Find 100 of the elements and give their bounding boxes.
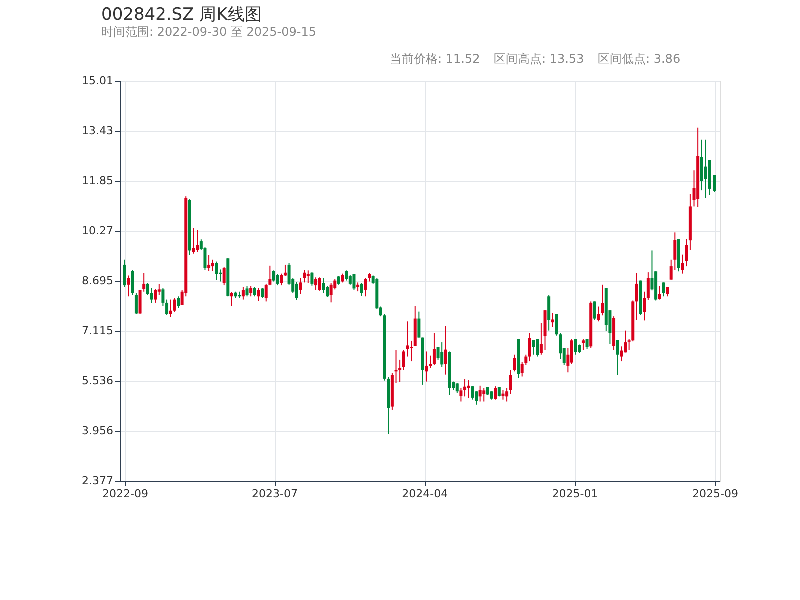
- x-tick-label: 2023-07: [252, 488, 298, 500]
- candlestick: [169, 299, 172, 318]
- candlestick: [272, 270, 276, 282]
- candlestick: [509, 370, 512, 395]
- candlestick: [276, 274, 280, 286]
- candlestick: [314, 277, 318, 291]
- chart-title: 002842.SZ 周K线图: [102, 5, 262, 25]
- y-tick-label: 11.85: [82, 174, 114, 188]
- candlestick: [127, 275, 130, 298]
- candlestick: [502, 390, 505, 400]
- candlestick: [208, 254, 211, 272]
- text: 当前价格: 11.52: [390, 52, 480, 66]
- y-tick-label: 5.536: [82, 374, 114, 388]
- candlestick: [318, 277, 322, 292]
- candlestick: [326, 286, 329, 298]
- candlestick: [253, 286, 256, 298]
- candlestick: [528, 332, 532, 362]
- candlestick: [360, 282, 364, 296]
- candlestick: [624, 330, 627, 354]
- y-tick-label: 7.115: [82, 324, 114, 338]
- candlestick: [635, 272, 638, 321]
- candlestick: [134, 292, 138, 315]
- candlestick: [616, 340, 620, 376]
- candlestick: [593, 301, 596, 321]
- candlestick: [464, 378, 467, 398]
- candlestick: [150, 288, 154, 304]
- x-tick-label: 2025-09: [692, 488, 738, 500]
- candlestick: [601, 284, 604, 316]
- candlestick: [303, 270, 306, 284]
- candlestick: [643, 291, 646, 322]
- candlestick: [131, 270, 134, 296]
- y-tick-label: 15.01: [82, 74, 114, 88]
- candlestick: [586, 338, 589, 350]
- candlestick: [295, 282, 298, 301]
- y-tick-label: 8.695: [82, 274, 114, 288]
- candlestick: [176, 296, 180, 309]
- candlestick: [548, 294, 551, 332]
- candlestick: [250, 286, 253, 298]
- candlestick: [582, 338, 585, 351]
- candlestick: [646, 272, 650, 301]
- candlestick: [192, 228, 196, 254]
- x-tick-label: 2024-04: [402, 488, 448, 500]
- candlestick: [257, 288, 260, 302]
- candlestick: [658, 286, 662, 300]
- candlestick: [230, 292, 234, 307]
- candlestick: [494, 386, 498, 400]
- candlestick: [620, 346, 624, 362]
- candlestick: [444, 326, 448, 376]
- y-tick-label: 10.27: [82, 224, 114, 238]
- candlestick: [540, 322, 543, 356]
- candlestick: [345, 270, 348, 282]
- candlestick: [467, 380, 470, 399]
- candlestick: [714, 174, 716, 193]
- candlestick: [551, 312, 554, 328]
- candlestick: [166, 299, 169, 316]
- candlestick: [280, 273, 284, 286]
- candlestick: [559, 332, 562, 360]
- candlestick: [173, 298, 176, 313]
- candlestick: [364, 278, 368, 298]
- x-tick-label: 2022-09: [102, 488, 148, 500]
- candlestick: [154, 288, 158, 304]
- candlestick: [306, 270, 310, 284]
- y-tick-label: 13.43: [82, 124, 114, 138]
- text: 区间低点: 3.86: [598, 52, 681, 66]
- candlestick: [536, 338, 540, 358]
- candlestick: [704, 139, 708, 199]
- y-tick-label: 3.956: [82, 424, 114, 438]
- candlestick: [322, 278, 326, 294]
- candlestick: [574, 338, 578, 356]
- candlestick: [482, 388, 486, 402]
- candlestick: [158, 284, 161, 296]
- candlestick: [215, 261, 218, 281]
- candlestick: [432, 332, 436, 366]
- candlestick: [162, 288, 165, 307]
- y-tick-label: 2.377: [82, 474, 114, 488]
- candlestick: [196, 230, 200, 253]
- candlestick: [124, 259, 126, 288]
- candlestick: [330, 282, 333, 304]
- candlestick: [666, 286, 670, 298]
- candlestick: [299, 278, 302, 295]
- candlestick: [222, 266, 226, 286]
- candlestick: [348, 274, 352, 286]
- candlestick: [246, 286, 249, 298]
- candlestick: [242, 286, 245, 300]
- x-tick-label: 2025-01: [552, 488, 598, 500]
- candlestick: [211, 259, 214, 272]
- chart-subtitle: 时间范围: 2022-09-30 至 2025-09-15: [102, 25, 316, 39]
- candlestick: [513, 354, 516, 372]
- candlestick: [394, 350, 398, 384]
- candlestick: [478, 385, 482, 402]
- candlestick: [570, 338, 574, 365]
- candlestick: [662, 282, 666, 298]
- candlestick: [506, 388, 509, 402]
- candlestick: [352, 274, 356, 290]
- candlestick: [418, 311, 421, 338]
- candlestick: [310, 272, 314, 286]
- text: 区间高点: 13.53: [494, 52, 584, 66]
- candlestick: [425, 351, 428, 382]
- candlestick: [440, 342, 444, 368]
- candlestick: [597, 306, 600, 322]
